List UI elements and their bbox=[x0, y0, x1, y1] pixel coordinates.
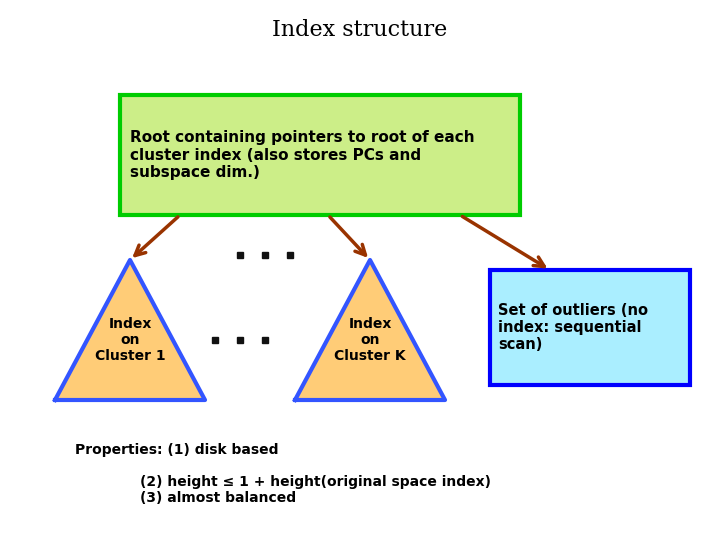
Text: (2) height ≤ 1 + height(original space index)
(3) almost balanced: (2) height ≤ 1 + height(original space i… bbox=[140, 475, 491, 505]
Text: Index structure: Index structure bbox=[272, 19, 448, 41]
Polygon shape bbox=[55, 260, 205, 400]
FancyBboxPatch shape bbox=[490, 270, 690, 385]
Polygon shape bbox=[295, 260, 445, 400]
Text: Index
on
Cluster 1: Index on Cluster 1 bbox=[95, 317, 166, 363]
Text: Index
on
Cluster K: Index on Cluster K bbox=[334, 317, 406, 363]
Text: Properties: (1) disk based: Properties: (1) disk based bbox=[75, 443, 279, 457]
FancyBboxPatch shape bbox=[120, 95, 520, 215]
Text: Root containing pointers to root of each
cluster index (also stores PCs and
subs: Root containing pointers to root of each… bbox=[130, 130, 474, 180]
Text: Set of outliers (no
index: sequential
scan): Set of outliers (no index: sequential sc… bbox=[498, 302, 648, 353]
